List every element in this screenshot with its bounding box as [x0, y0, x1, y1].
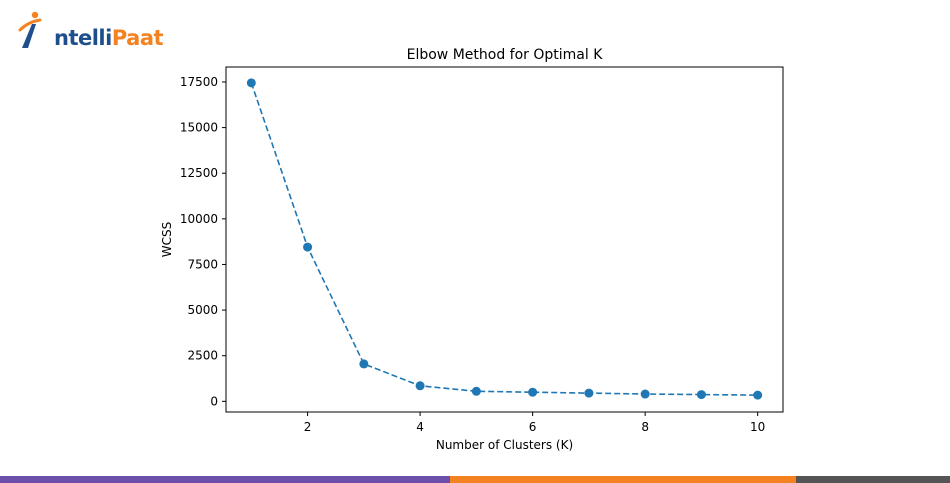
ticks-group: 0 2500 5000 7500 10000 12500 15000 17500 2 4 6 8 10 — [180, 75, 766, 434]
y-tick-label: 15000 — [180, 121, 218, 135]
footer-segment — [796, 476, 950, 483]
y-tick-label: 12500 — [180, 166, 218, 180]
data-point — [246, 78, 256, 88]
x-tick-label: 4 — [416, 420, 424, 434]
x-tick-label: 2 — [304, 420, 312, 434]
data-point — [471, 386, 481, 396]
footer-segment — [450, 476, 796, 483]
y-tick-label: 7500 — [187, 257, 218, 271]
logo-wordmark: ntelliPaat — [54, 26, 164, 50]
logo-text-prefix: ntelli — [54, 26, 112, 50]
x-tick-label: 8 — [641, 420, 649, 434]
x-tick-label: 6 — [529, 420, 537, 434]
data-point — [359, 359, 369, 369]
data-point — [584, 388, 594, 398]
data-point — [528, 387, 538, 397]
y-tick-label: 5000 — [187, 303, 218, 317]
logo-text-suffix: Paat — [111, 26, 164, 50]
chart-title: Elbow Method for Optimal K — [407, 47, 604, 63]
footer-color-bar — [0, 476, 950, 483]
footer-segment — [350, 476, 450, 483]
y-tick-label: 10000 — [180, 212, 218, 226]
y-tick-label: 17500 — [180, 75, 218, 89]
data-point — [696, 390, 706, 400]
y-tick-label: 0 — [210, 394, 218, 408]
series-group — [246, 78, 763, 400]
labels-group: Elbow Method for Optimal K Number of Clus… — [160, 47, 603, 452]
data-point — [640, 389, 650, 399]
y-tick-label: 2500 — [187, 349, 218, 363]
series-line — [250, 82, 758, 396]
logo-figure-icon — [18, 11, 42, 48]
axes-group — [225, 66, 784, 413]
plot-frame — [225, 66, 784, 413]
x-axis-label: Number of Clusters (K) — [436, 438, 573, 452]
y-axis-label: WCSS — [160, 222, 174, 257]
footer-segment — [0, 476, 350, 483]
data-point — [753, 390, 763, 400]
intellipaat-logo: ntelliPaat — [18, 8, 164, 52]
x-tick-label: 10 — [750, 420, 765, 434]
data-point — [303, 242, 313, 252]
data-point — [415, 381, 425, 391]
